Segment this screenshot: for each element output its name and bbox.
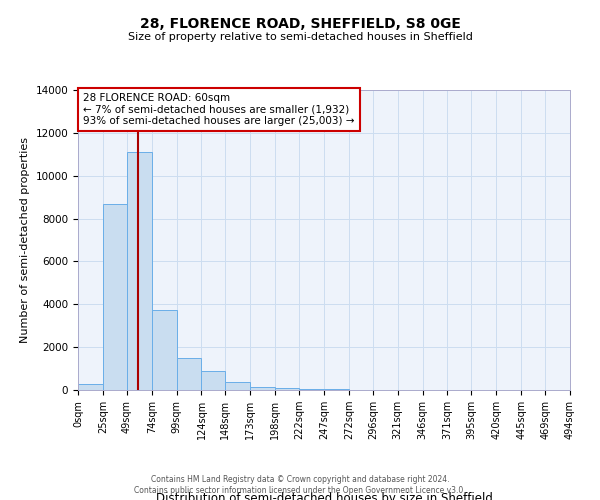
Bar bbox=[103, 204, 127, 390]
Text: 28, FLORENCE ROAD, SHEFFIELD, S8 0GE: 28, FLORENCE ROAD, SHEFFIELD, S8 0GE bbox=[140, 18, 460, 32]
Bar bbox=[202, 370, 226, 390]
Bar bbox=[275, 388, 299, 390]
Text: Contains public sector information licensed under the Open Government Licence v3: Contains public sector information licen… bbox=[134, 486, 466, 495]
Bar bbox=[226, 382, 250, 390]
Bar bbox=[78, 384, 103, 390]
Bar bbox=[127, 152, 152, 390]
Bar bbox=[250, 387, 275, 390]
Bar bbox=[152, 310, 176, 390]
Text: Size of property relative to semi-detached houses in Sheffield: Size of property relative to semi-detach… bbox=[128, 32, 472, 42]
Bar bbox=[299, 389, 324, 390]
Text: Contains HM Land Registry data © Crown copyright and database right 2024.: Contains HM Land Registry data © Crown c… bbox=[151, 475, 449, 484]
Text: 28 FLORENCE ROAD: 60sqm
← 7% of semi-detached houses are smaller (1,932)
93% of : 28 FLORENCE ROAD: 60sqm ← 7% of semi-det… bbox=[83, 93, 355, 126]
X-axis label: Distribution of semi-detached houses by size in Sheffield: Distribution of semi-detached houses by … bbox=[155, 492, 493, 500]
Y-axis label: Number of semi-detached properties: Number of semi-detached properties bbox=[20, 137, 30, 343]
Bar bbox=[176, 358, 202, 390]
